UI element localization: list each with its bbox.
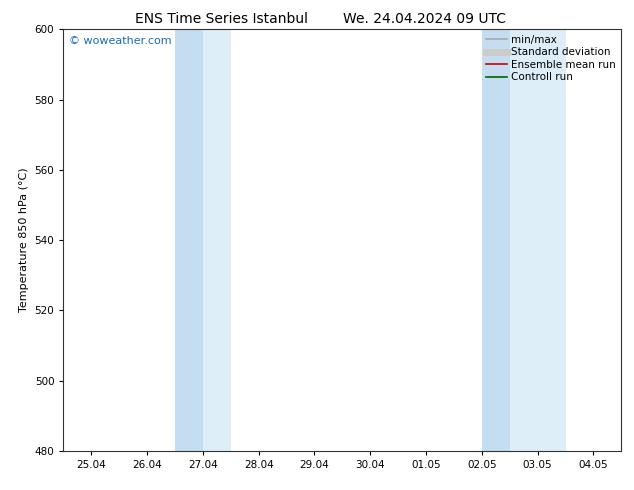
Text: We. 24.04.2024 09 UTC: We. 24.04.2024 09 UTC [343, 12, 507, 26]
Y-axis label: Temperature 850 hPa (°C): Temperature 850 hPa (°C) [19, 168, 29, 313]
Bar [175, 29, 203, 451]
Bar [482, 29, 510, 451]
Bar [203, 29, 231, 451]
Legend: min/max, Standard deviation, Ensemble mean run, Controll run: min/max, Standard deviation, Ensemble me… [484, 32, 618, 84]
Text: © woweather.com: © woweather.com [69, 36, 172, 46]
Text: ENS Time Series Istanbul: ENS Time Series Istanbul [136, 12, 308, 26]
Bar [510, 29, 566, 451]
